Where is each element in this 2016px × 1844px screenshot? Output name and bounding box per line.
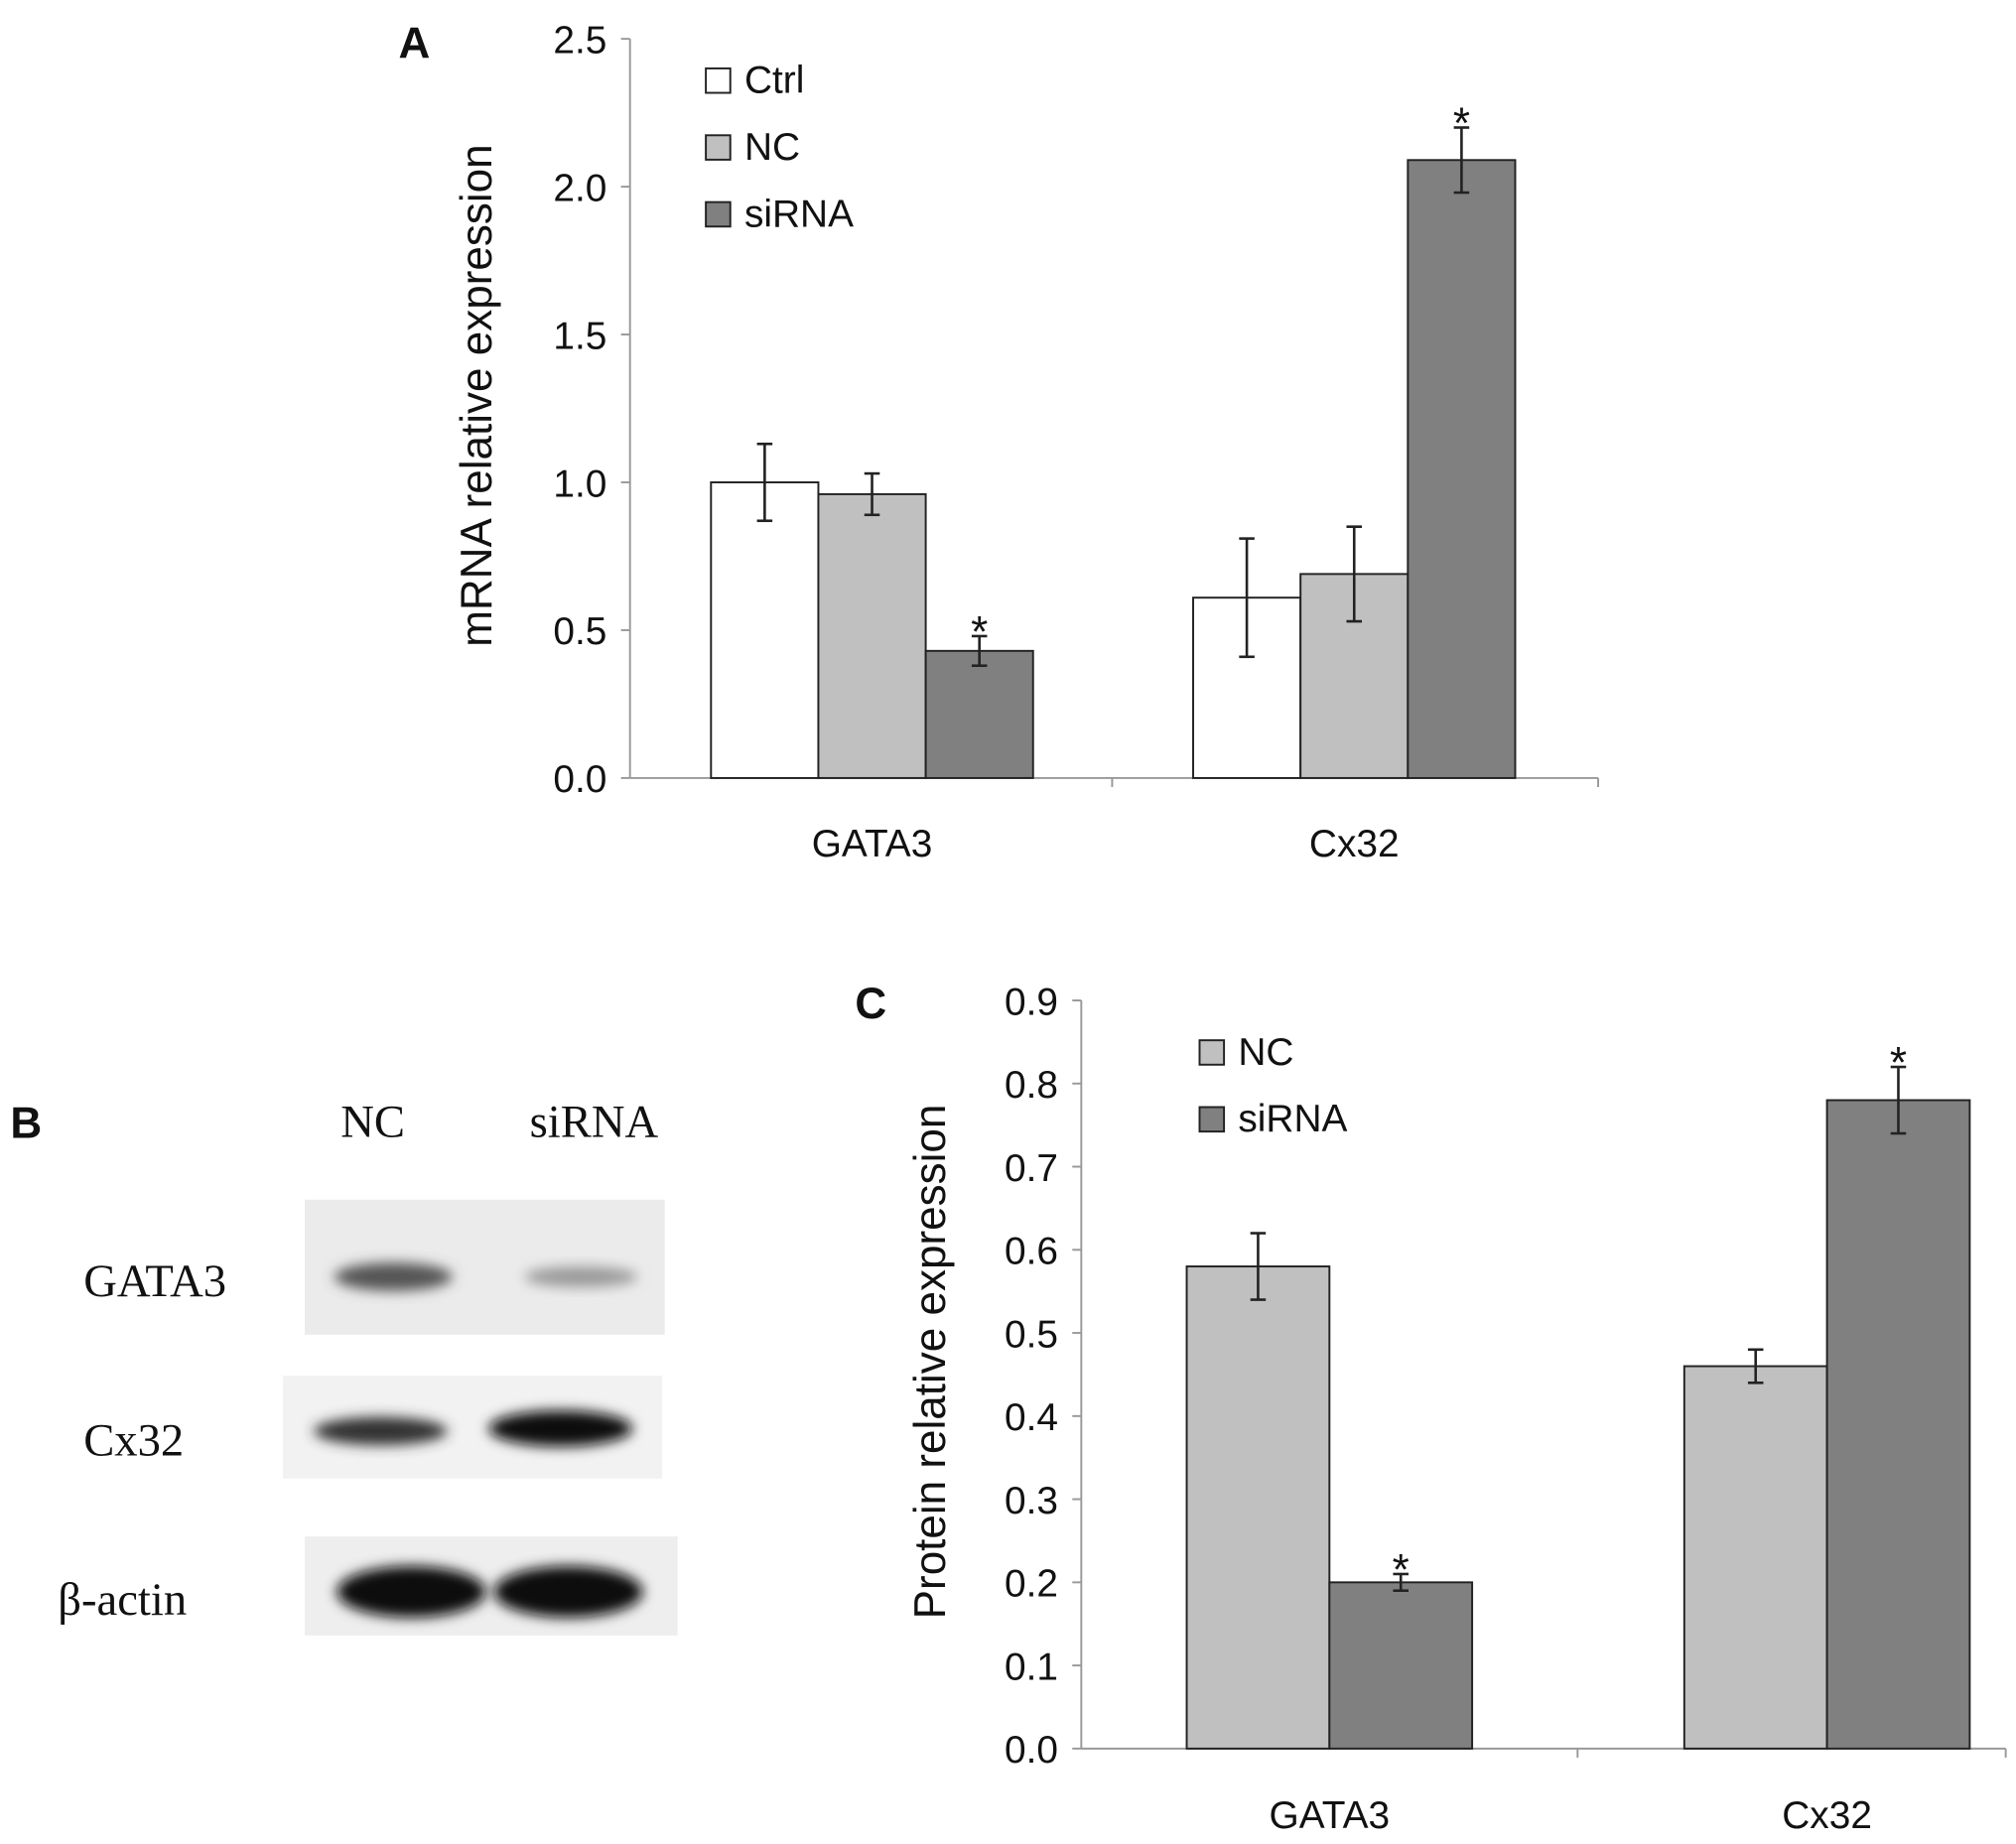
legend-label-sirna: siRNA [1238, 1098, 1347, 1140]
legend-swatch-sirna [705, 200, 732, 228]
y-tick-label: 0.5 [1005, 1313, 1058, 1356]
y-tick-label: 0.6 [1005, 1231, 1058, 1273]
y-tick-label: 0.9 [1005, 981, 1058, 1023]
chart-c-protein: 0.0 0.1 0.2 0.3 0.4 0.5 0.6 0.7 0.8 0.9 Protein re… [906, 981, 2007, 1837]
y-tick-label: 2.0 [553, 167, 606, 209]
band-cx32-nc [314, 1416, 448, 1446]
category-label: GATA3 [812, 823, 933, 865]
y-tick-label: 0.4 [1005, 1396, 1058, 1439]
category-label: GATA3 [1270, 1794, 1391, 1837]
y-axis-label: mRNA relative expression [453, 144, 501, 646]
legend-label-nc: NC [744, 126, 800, 169]
y-tick-label: 1.0 [553, 462, 606, 505]
panel-label-c: C [855, 980, 886, 1028]
band-actin-nc [336, 1565, 486, 1618]
row-label-beta-actin: β-actin [58, 1574, 187, 1626]
y-tick-label: 0.1 [1005, 1646, 1058, 1688]
bar-nc-gata3 [817, 492, 927, 779]
bar-sirna-gata3 [924, 649, 1034, 779]
bar-ctrl-gata3 [710, 481, 820, 779]
row-label-gata3: GATA3 [83, 1255, 226, 1307]
western-blot: NC siRNA GATA3 Cx32 β-actin [58, 1096, 678, 1636]
y-tick-label: 0.0 [1005, 1729, 1058, 1772]
legend-label-nc: NC [1238, 1031, 1293, 1074]
category-label: Cx32 [1782, 1794, 1872, 1837]
legend-swatch-sirna [1198, 1106, 1226, 1133]
significance-marker: * [1453, 99, 1470, 148]
bar-sirna-cx32 [1825, 1099, 1971, 1750]
y-tick-label: 0.0 [553, 758, 606, 801]
y-axis-label: Protein relative expression [906, 1105, 955, 1620]
y-tick-label: 0.2 [1005, 1563, 1058, 1606]
band-gata3-nc [334, 1262, 453, 1291]
y-tick-label: 0.3 [1005, 1480, 1058, 1522]
legend-swatch-ctrl [705, 66, 732, 94]
bar-sirna-gata3 [1328, 1581, 1474, 1750]
band-gata3-sirna [524, 1266, 638, 1287]
legend-swatch-nc [1198, 1039, 1226, 1066]
band-actin-sirna [493, 1565, 643, 1618]
band-cx32-sirna [488, 1410, 633, 1447]
significance-marker: * [1890, 1038, 1907, 1087]
bar-nc-gata3 [1185, 1265, 1331, 1750]
bar-nc-cx32 [1682, 1365, 1828, 1750]
significance-marker: * [971, 607, 988, 656]
row-label-cx32: Cx32 [83, 1415, 184, 1467]
category-label: Cx32 [1309, 823, 1400, 865]
panel-label-b: B [10, 1100, 42, 1148]
y-tick-label: 2.5 [553, 19, 606, 62]
y-tick-label: 0.8 [1005, 1064, 1058, 1107]
significance-marker: * [1393, 1545, 1410, 1594]
legend-swatch-nc [705, 134, 732, 161]
bar-sirna-cx32 [1407, 159, 1517, 779]
panel-label-a: A [399, 20, 431, 68]
legend-label-ctrl: Ctrl [744, 60, 804, 102]
lane-label-nc: NC [340, 1096, 405, 1147]
y-tick-label: 1.5 [553, 315, 606, 357]
y-tick-label: 0.7 [1005, 1147, 1058, 1190]
lane-label-sirna: siRNA [530, 1096, 659, 1147]
chart-a-mrna: 0.0 0.5 1.0 1.5 2.0 2.5 mRNA relative expressi… [453, 19, 1600, 865]
legend-label-sirna: siRNA [744, 193, 854, 235]
y-tick-label: 0.5 [553, 610, 606, 653]
